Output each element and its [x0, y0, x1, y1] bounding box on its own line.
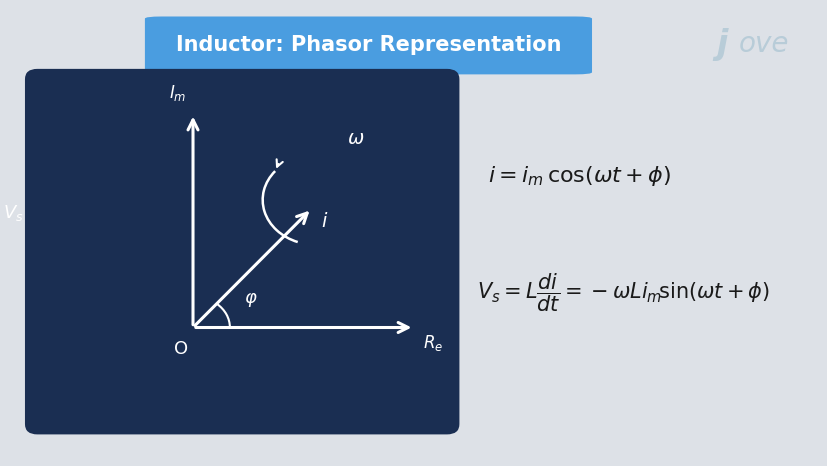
- Text: j: j: [715, 28, 727, 61]
- Text: Inductor: Phasor Representation: Inductor: Phasor Representation: [175, 35, 561, 55]
- Text: ω: ω: [347, 129, 364, 148]
- FancyBboxPatch shape: [145, 16, 591, 75]
- FancyBboxPatch shape: [25, 69, 459, 434]
- Text: $I_m$: $I_m$: [170, 83, 187, 103]
- Text: O: O: [174, 340, 188, 357]
- Text: i: i: [322, 212, 327, 231]
- Text: $i = i_m\,\cos(\omega t + \phi)$: $i = i_m\,\cos(\omega t + \phi)$: [487, 164, 670, 188]
- Text: φ: φ: [243, 288, 256, 307]
- Text: $V_s = L\dfrac{di}{dt} = -\omega L i_m\!\sin(\omega t + \phi)$: $V_s = L\dfrac{di}{dt} = -\omega L i_m\!…: [476, 272, 769, 314]
- Text: ove: ove: [739, 30, 788, 58]
- Text: $V_s$: $V_s$: [3, 203, 24, 223]
- Text: $R_e$: $R_e$: [422, 333, 442, 353]
